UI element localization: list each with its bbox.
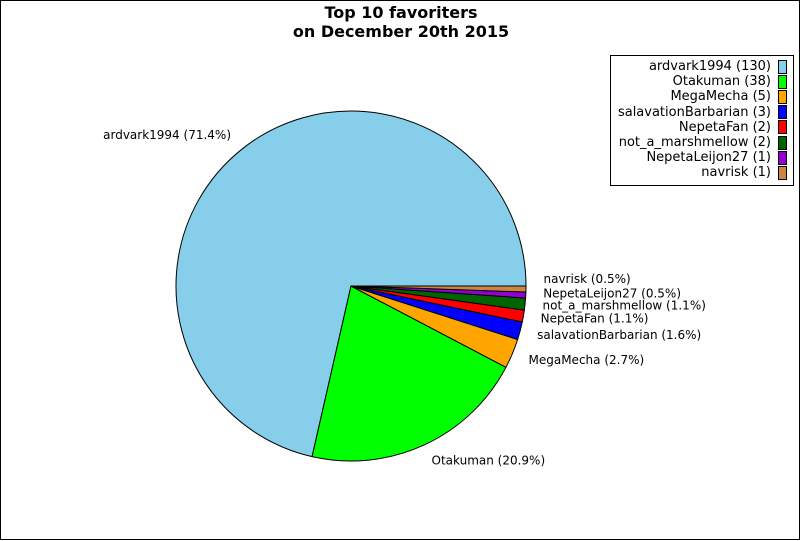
legend-item-ardvark1994: ardvark1994 (130) xyxy=(649,59,787,74)
legend-swatch xyxy=(778,165,787,180)
legend-swatch xyxy=(778,89,787,104)
legend-label: NepetaLeijon27 (1) xyxy=(646,150,771,166)
slice-label-not-a-marshmellow: not_a_marshmellow (1.1%) xyxy=(543,298,706,312)
slice-label-navrisk: navrisk (0.5%) xyxy=(544,272,631,286)
pie-slice-navrisk xyxy=(350,285,527,293)
legend-swatch xyxy=(778,59,787,74)
legend-label: Otakuman (38) xyxy=(672,74,771,90)
legend-item-nepetaleijon27: NepetaLeijon27 (1) xyxy=(646,150,787,165)
slice-label-nepetafan: NepetaFan (1.1%) xyxy=(541,312,649,326)
chart-title: Top 10 favoriters on December 20th 2015 xyxy=(1,3,800,41)
legend-label: navrisk (1) xyxy=(701,165,771,181)
legend-item-megamecha: MegaMecha (5) xyxy=(670,89,787,104)
slice-label-megamecha: MegaMecha (2.7%) xyxy=(529,353,645,367)
legend-label: salavationBarbarian (3) xyxy=(617,104,771,120)
legend-swatch xyxy=(778,74,787,89)
legend-swatch xyxy=(778,105,787,120)
legend-swatch xyxy=(778,135,787,150)
legend-label: MegaMecha (5) xyxy=(670,89,771,105)
slice-label-salavationbarbarian: salavationBarbarian (1.6%) xyxy=(537,328,701,342)
slice-label-otakuman: Otakuman (20.9%) xyxy=(432,453,546,467)
legend-item-navrisk: navrisk (1) xyxy=(701,165,787,180)
slice-label-nepetaleijon27: NepetaLeijon27 (0.5%) xyxy=(543,287,681,301)
legend-item-nepetafan: NepetaFan (2) xyxy=(679,120,787,135)
legend-label: ardvark1994 (130) xyxy=(648,59,771,74)
pie-slice-otakuman xyxy=(311,285,507,462)
chart-title-line1: Top 10 favoriters xyxy=(324,3,478,22)
legend-item-otakuman: Otakuman (38) xyxy=(673,74,787,89)
legend-item-not-a-marshmellow: not_a_marshmellow (2) xyxy=(619,135,787,150)
chart-title-line2: on December 20th 2015 xyxy=(292,22,510,41)
legend-label: NepetaFan (2) xyxy=(678,119,771,135)
slice-label-ardvark1994: ardvark1994 (71.4%) xyxy=(103,128,231,142)
legend-swatch xyxy=(778,150,787,165)
legend-swatch xyxy=(778,120,787,135)
legend-item-salavationbarbarian: salavationBarbarian (3) xyxy=(618,105,787,120)
legend: ardvark1994 (130) Otakuman (38) MegaMecha … xyxy=(610,55,794,186)
pie-slice-ardvark1994 xyxy=(175,110,527,458)
legend-label: not_a_marshmellow (2) xyxy=(618,135,771,150)
